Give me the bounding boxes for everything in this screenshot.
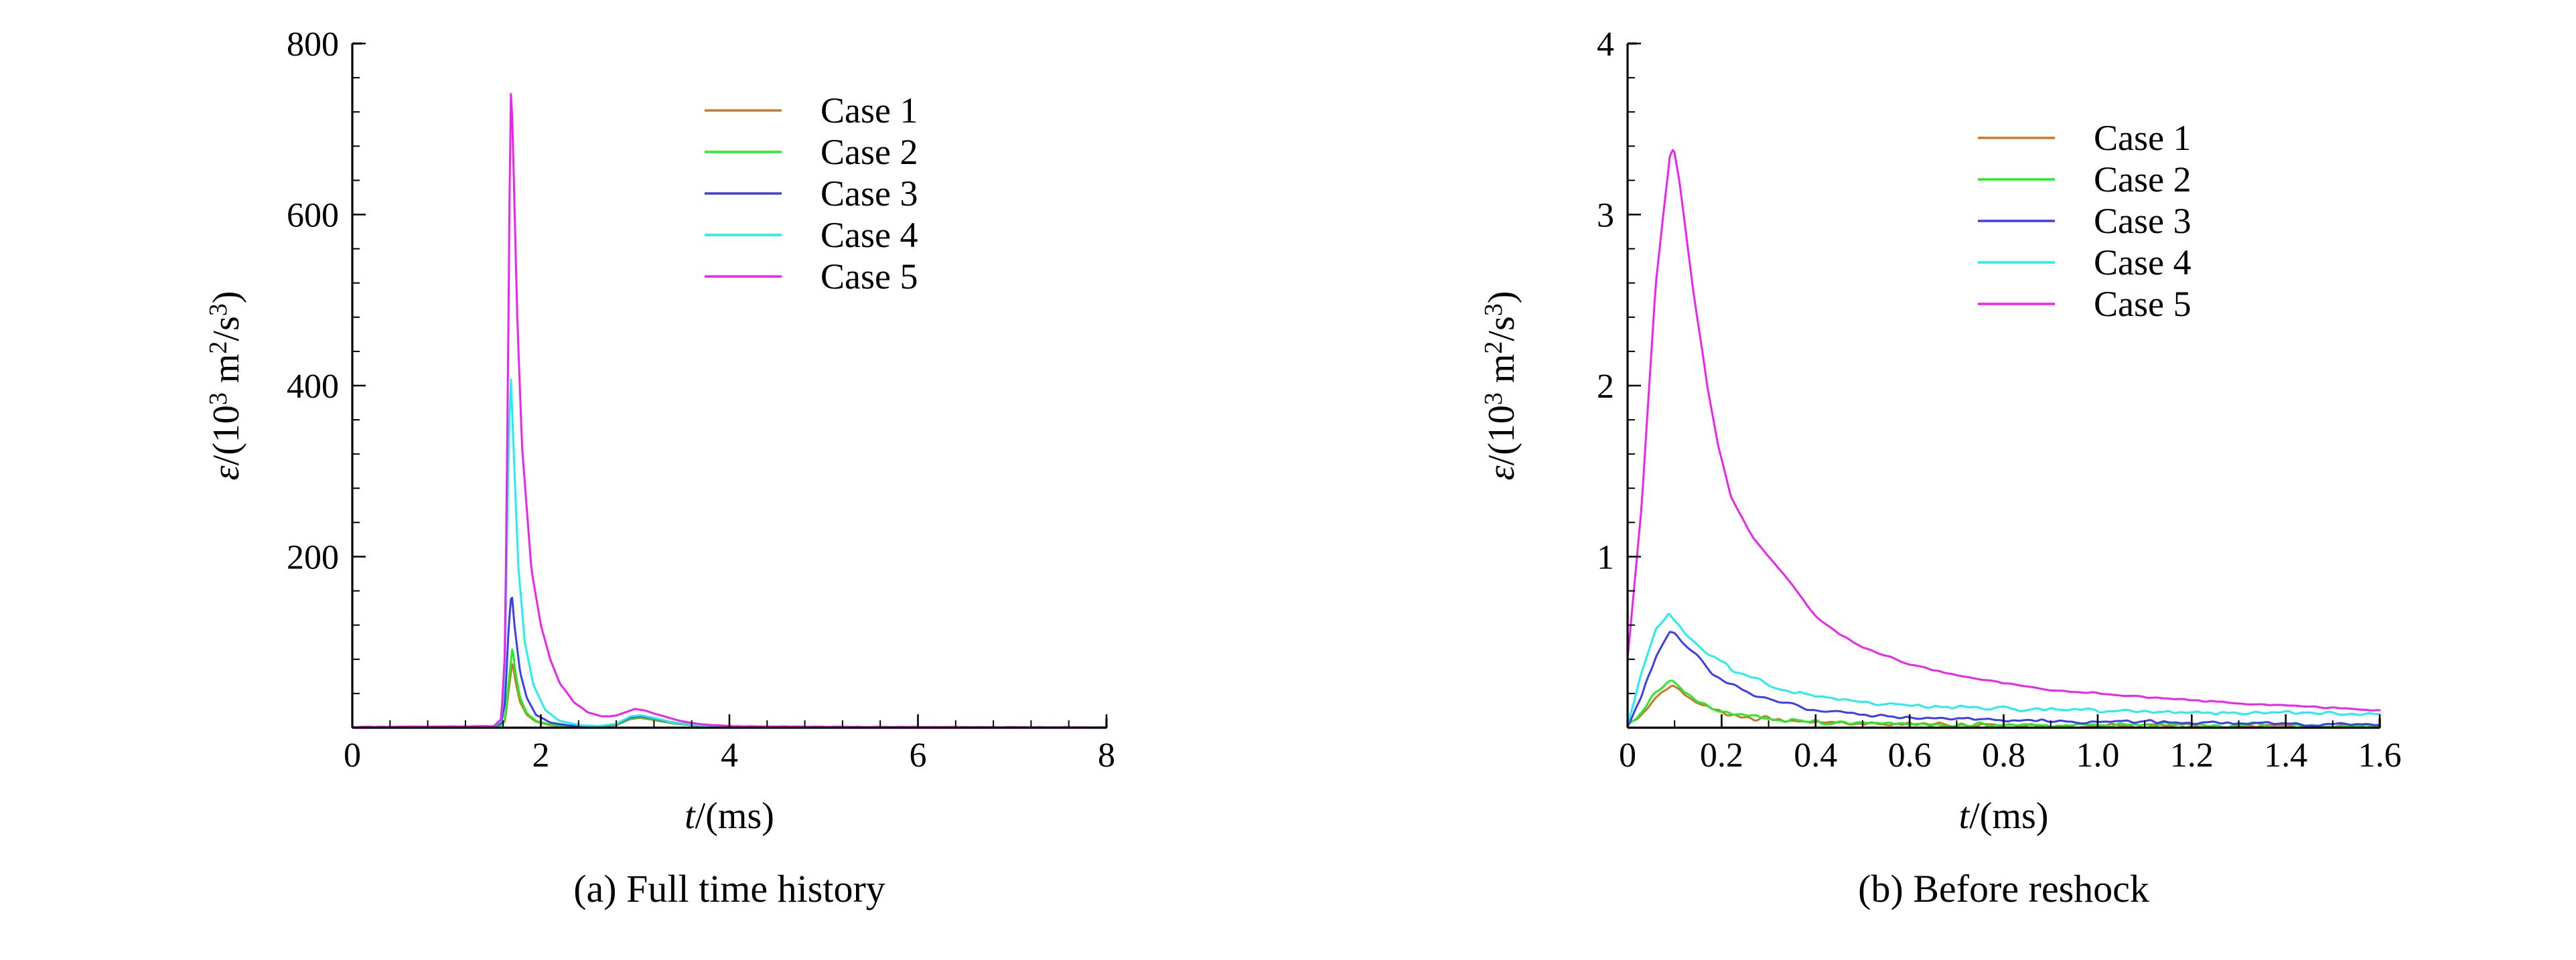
- svg-text:8: 8: [1098, 736, 1115, 775]
- svg-text:400: 400: [287, 368, 339, 406]
- svg-text:1.4: 1.4: [2264, 736, 2307, 775]
- svg-text:0.6: 0.6: [1888, 736, 1932, 775]
- svg-text:6: 6: [910, 736, 927, 775]
- svg-text:(b) Before reshock: (b) Before reshock: [1858, 867, 2149, 910]
- svg-text:ε/(103 m2/s3): ε/(103 m2/s3): [1480, 291, 1522, 481]
- svg-text:4: 4: [721, 736, 738, 775]
- svg-text:t/(ms): t/(ms): [1959, 795, 2049, 837]
- svg-text:ε/(103 m2/s3): ε/(103 m2/s3): [204, 291, 247, 481]
- svg-text:Case 1: Case 1: [820, 90, 918, 131]
- svg-text:Case 4: Case 4: [2094, 242, 2191, 283]
- svg-text:Case 2: Case 2: [820, 132, 918, 172]
- svg-text:Case 2: Case 2: [2094, 159, 2191, 199]
- svg-text:0: 0: [344, 736, 361, 775]
- svg-text:(a) Full time history: (a) Full time history: [573, 867, 885, 910]
- svg-text:1: 1: [1597, 539, 1614, 577]
- svg-text:Case 1: Case 1: [2094, 118, 2191, 158]
- svg-text:2: 2: [1597, 368, 1614, 406]
- svg-text:1.6: 1.6: [2358, 736, 2402, 775]
- svg-text:Case 3: Case 3: [2094, 201, 2191, 241]
- svg-text:1.2: 1.2: [2170, 736, 2214, 775]
- svg-text:4: 4: [1597, 25, 1614, 64]
- svg-text:600: 600: [287, 197, 339, 235]
- svg-text:200: 200: [287, 539, 339, 577]
- svg-text:2: 2: [532, 736, 550, 775]
- svg-text:0: 0: [1619, 736, 1636, 775]
- svg-text:Case 5: Case 5: [820, 256, 918, 297]
- svg-text:0.2: 0.2: [1700, 736, 1743, 775]
- svg-text:0.8: 0.8: [1982, 736, 2025, 775]
- svg-text:Case 4: Case 4: [820, 215, 918, 255]
- svg-text:800: 800: [287, 25, 339, 64]
- svg-text:1.0: 1.0: [2076, 736, 2119, 775]
- svg-text:Case 3: Case 3: [820, 173, 918, 214]
- svg-text:t/(ms): t/(ms): [685, 795, 774, 837]
- svg-text:Case 5: Case 5: [2094, 284, 2191, 324]
- svg-text:3: 3: [1597, 197, 1614, 235]
- svg-text:0.4: 0.4: [1794, 736, 1837, 775]
